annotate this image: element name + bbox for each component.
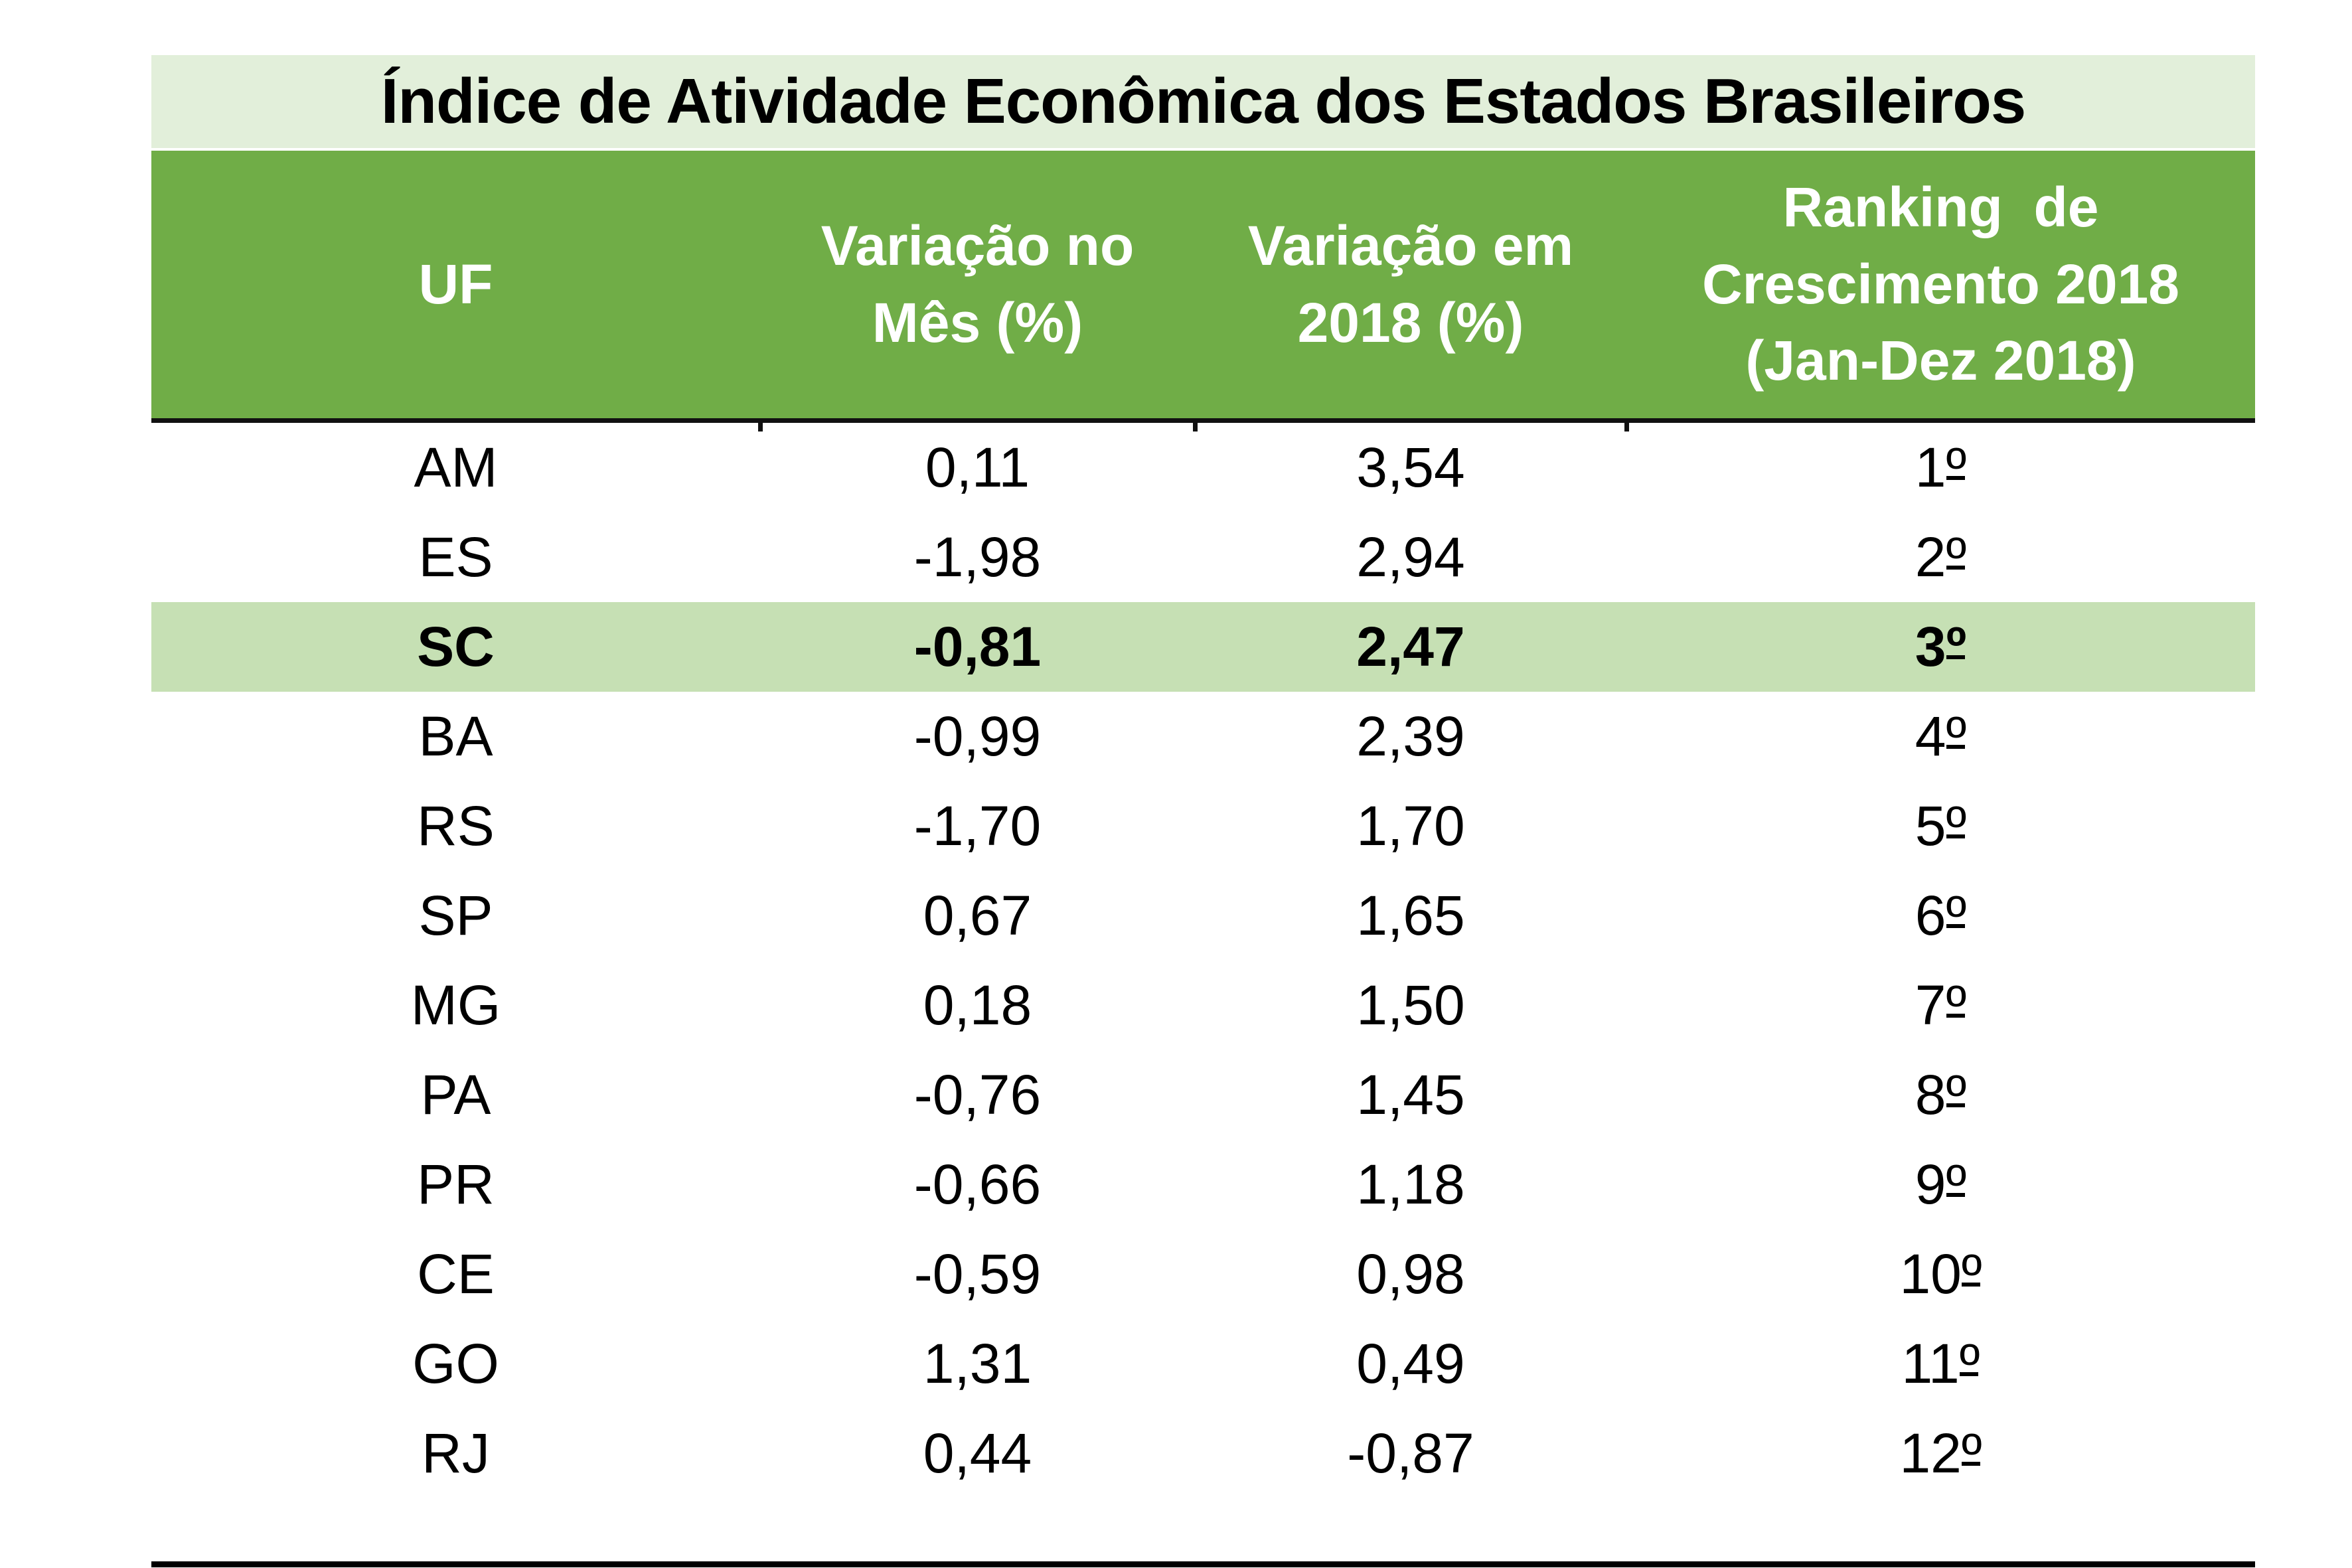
var-2018-cell: 1,18 bbox=[1356, 1153, 1465, 1215]
rank-number: 10 bbox=[1899, 1243, 1962, 1305]
uf-cell: RS bbox=[417, 795, 495, 857]
economic-activity-table: Índice de Atividade Econômica dos Estado… bbox=[151, 55, 2255, 1567]
rank-number: 11 bbox=[1901, 1332, 1960, 1395]
rank-ordinal: º bbox=[1946, 1063, 1967, 1126]
bottom-spacer bbox=[151, 1498, 2255, 1561]
uf-cell: SP bbox=[418, 884, 493, 947]
rank-ordinal: º bbox=[1961, 1243, 1982, 1305]
uf-cell: PR bbox=[417, 1153, 495, 1215]
var-mes-cell: -1,70 bbox=[913, 795, 1042, 857]
table-row: GO 1,31 0,49 11 º bbox=[151, 1319, 2255, 1409]
uf-cell: AM bbox=[414, 436, 498, 499]
var-2018-cell: 0,49 bbox=[1356, 1332, 1465, 1395]
table-row: CE -0,59 0,98 10 º bbox=[151, 1229, 2255, 1319]
rank-number: 3 bbox=[1915, 615, 1946, 678]
rank-ordinal: º bbox=[1946, 705, 1967, 767]
rank-number: 8 bbox=[1915, 1063, 1946, 1126]
column-boundary-tick bbox=[1624, 423, 1629, 431]
var-mes-cell: 0,67 bbox=[923, 884, 1032, 947]
column-header-var-mes: Variação no Mês (%) bbox=[821, 214, 1135, 354]
var-2018-cell: 1,65 bbox=[1356, 884, 1465, 947]
var-mes-cell: 0,11 bbox=[925, 436, 1030, 499]
uf-cell: BA bbox=[418, 705, 493, 767]
var-mes-cell: -0,66 bbox=[913, 1153, 1042, 1215]
column-boundary-tick bbox=[1193, 423, 1198, 431]
rank-number: 4 bbox=[1915, 705, 1946, 767]
uf-cell: MG bbox=[410, 974, 501, 1036]
var-2018-cell: 2,94 bbox=[1356, 526, 1465, 588]
uf-cell: CE bbox=[417, 1243, 495, 1305]
table-bottom-border bbox=[151, 1561, 2255, 1567]
header-divider bbox=[151, 418, 2255, 431]
rank-cell: 11 º bbox=[1626, 1319, 2255, 1409]
var-2018-cell: 3,54 bbox=[1356, 436, 1465, 499]
var-2018-cell: 2,47 bbox=[1356, 615, 1465, 678]
rank-ordinal: º bbox=[1946, 1153, 1967, 1215]
uf-cell: SC bbox=[417, 615, 495, 678]
var-mes-cell: 0,44 bbox=[923, 1422, 1032, 1484]
var-mes-cell: 1,31 bbox=[923, 1332, 1032, 1395]
var-mes-cell: -0,81 bbox=[913, 615, 1042, 678]
uf-cell: PA bbox=[420, 1063, 491, 1126]
var-mes-cell: -0,99 bbox=[913, 705, 1042, 767]
rank-ordinal: º bbox=[1946, 795, 1967, 857]
uf-cell: RJ bbox=[422, 1422, 490, 1484]
rank-number: 9 bbox=[1915, 1153, 1946, 1215]
var-mes-cell: -0,59 bbox=[913, 1243, 1042, 1305]
var-2018-cell: 1,45 bbox=[1356, 1063, 1465, 1126]
rank-number: 6 bbox=[1915, 884, 1946, 947]
column-header-uf: UF bbox=[418, 252, 493, 315]
var-2018-cell: 0,98 bbox=[1356, 1243, 1465, 1305]
rank-ordinal: º bbox=[1946, 974, 1967, 1036]
rank-cell: 10 º bbox=[1626, 1229, 2255, 1319]
rank-ordinal: º bbox=[1946, 615, 1967, 678]
var-mes-cell: -0,76 bbox=[913, 1063, 1042, 1126]
var-mes-cell: -1,98 bbox=[913, 526, 1042, 588]
table-title: Índice de Atividade Econômica dos Estado… bbox=[151, 55, 2255, 151]
table-row: RJ 0,44 -0,87 12 º bbox=[151, 1409, 2255, 1498]
var-mes-cell: 0,18 bbox=[923, 974, 1032, 1036]
rank-ordinal: º bbox=[1946, 884, 1967, 947]
rank-number: 7 bbox=[1915, 974, 1946, 1036]
uf-cell: GO bbox=[412, 1332, 499, 1395]
table-header: UF Variação no Mês (%) Variação em 2018 … bbox=[151, 151, 2255, 418]
column-boundary-tick bbox=[758, 423, 763, 431]
rank-number: 1 bbox=[1915, 436, 1946, 499]
var-2018-cell: -0,87 bbox=[1347, 1422, 1474, 1484]
column-header-var-2018: Variação em 2018 (%) bbox=[1247, 214, 1574, 354]
rank-number: 5 bbox=[1915, 795, 1946, 857]
rank-ordinal: º bbox=[1961, 1422, 1982, 1484]
rank-number: 2 bbox=[1915, 526, 1946, 588]
rank-ordinal: º bbox=[1946, 436, 1967, 499]
column-header-ranking: Ranking de Crescimento 2018 (Jan-Dez 201… bbox=[1701, 175, 2180, 392]
rank-cell: 12 º bbox=[1626, 1409, 2255, 1498]
var-2018-cell: 1,50 bbox=[1356, 974, 1465, 1036]
rank-ordinal: º bbox=[1946, 526, 1967, 588]
rank-ordinal: º bbox=[1959, 1332, 1980, 1395]
uf-cell: ES bbox=[418, 526, 493, 588]
var-2018-cell: 2,39 bbox=[1356, 705, 1465, 767]
rank-number: 12 bbox=[1899, 1422, 1962, 1484]
var-2018-cell: 1,70 bbox=[1356, 795, 1465, 857]
